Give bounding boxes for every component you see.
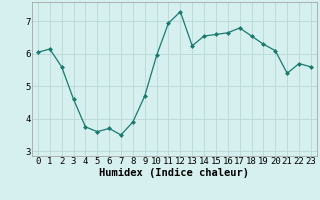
X-axis label: Humidex (Indice chaleur): Humidex (Indice chaleur) [100, 168, 249, 178]
